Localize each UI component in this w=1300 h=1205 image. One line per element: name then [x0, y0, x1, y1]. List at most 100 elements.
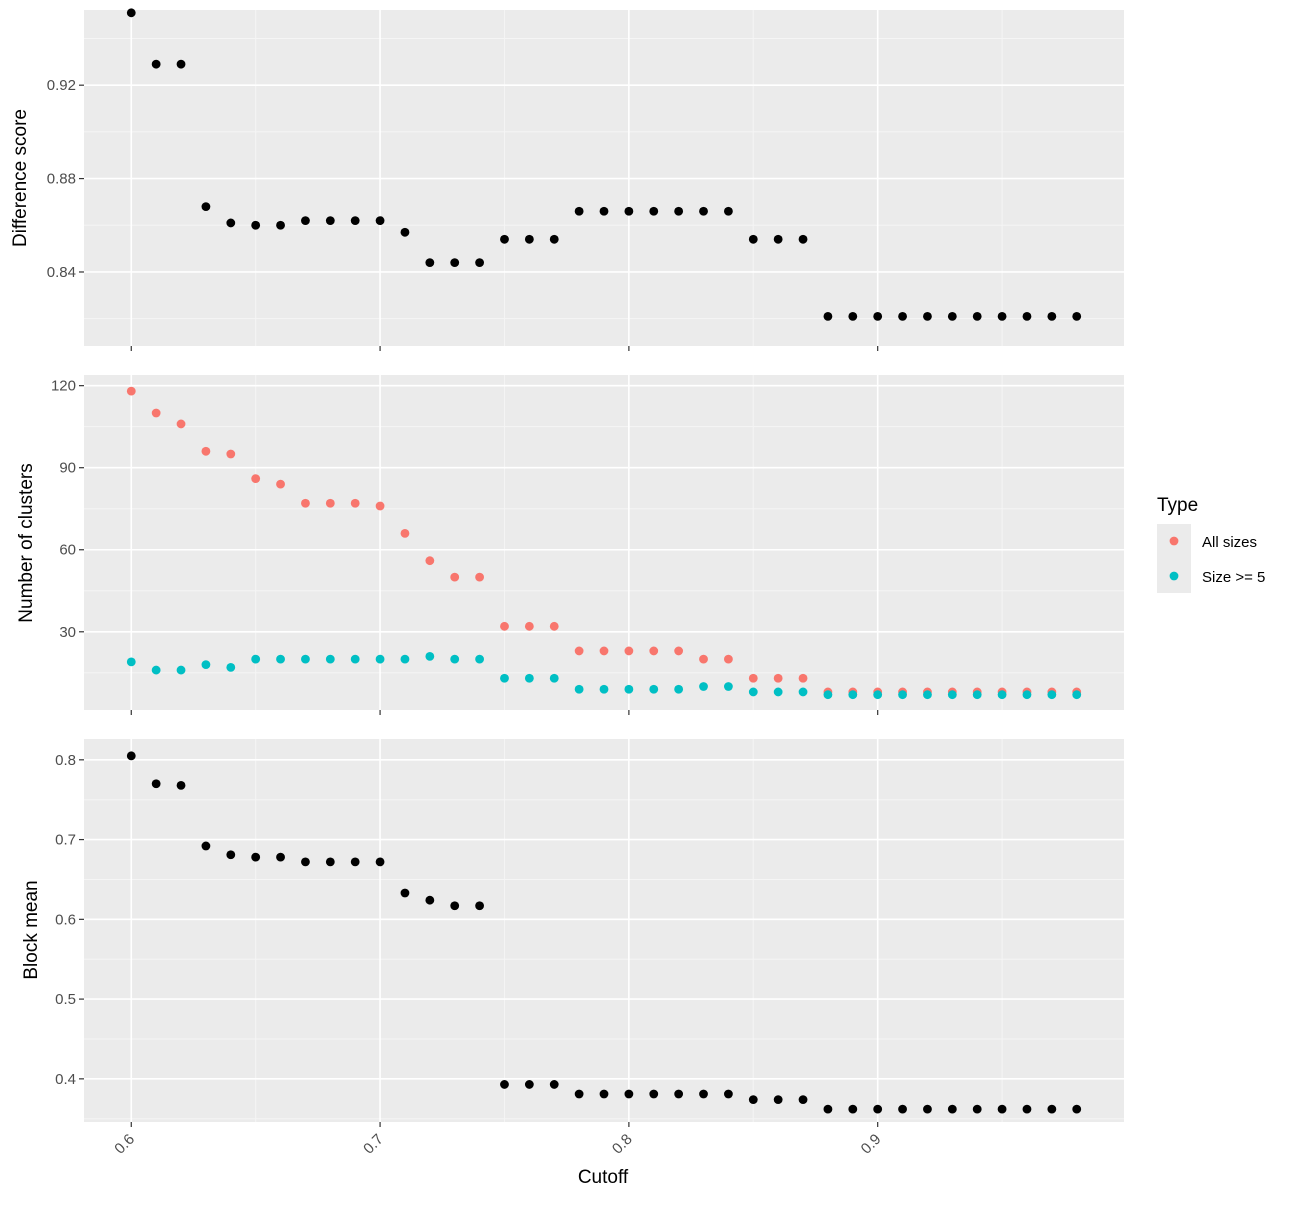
data-point — [350, 216, 360, 226]
data-point — [848, 1104, 858, 1114]
data-point — [425, 258, 435, 268]
data-point — [276, 220, 285, 230]
data-point — [176, 665, 186, 675]
legend-label: All sizes — [1202, 534, 1257, 551]
data-point — [1022, 1104, 1032, 1114]
data-point — [624, 684, 634, 694]
data-point — [475, 901, 484, 911]
data-point — [1047, 1104, 1057, 1114]
data-point — [599, 646, 609, 656]
y-tick-label: 0.8 — [55, 752, 76, 769]
data-point — [748, 673, 758, 683]
data-point — [798, 673, 808, 683]
data-point — [276, 654, 285, 664]
data-point — [649, 646, 659, 656]
data-point — [674, 646, 684, 656]
data-point — [947, 690, 957, 700]
data-point — [798, 1095, 808, 1104]
data-point — [450, 654, 460, 664]
x-axis-title: Cutoff — [578, 1167, 629, 1188]
data-point — [674, 1089, 684, 1099]
data-point — [649, 206, 659, 216]
data-point — [475, 572, 484, 582]
data-point — [574, 1089, 584, 1099]
data-point — [972, 311, 982, 321]
data-point — [325, 216, 335, 226]
legend-label: Size >= 5 — [1202, 569, 1265, 586]
data-point — [972, 690, 982, 700]
data-point — [226, 662, 236, 672]
data-point — [276, 852, 285, 862]
data-point — [649, 1089, 659, 1099]
data-point — [524, 621, 534, 631]
data-point — [947, 311, 957, 321]
difference-score-panel: 0.84 0.88 0.92 Difference score — [10, 8, 1124, 351]
data-point — [226, 218, 236, 228]
data-point — [151, 408, 161, 418]
data-point — [201, 202, 211, 212]
data-point — [574, 684, 584, 694]
data-point — [923, 690, 932, 700]
data-point — [848, 311, 858, 321]
data-point — [699, 1089, 708, 1099]
data-point — [549, 621, 559, 631]
data-point — [674, 206, 684, 216]
block-mean-panel: 0.4 0.5 0.6 0.7 0.8 Block mean — [21, 739, 1124, 1127]
data-point — [997, 1104, 1007, 1114]
data-point — [699, 206, 708, 216]
data-point — [898, 690, 907, 700]
data-point — [450, 258, 460, 268]
y-tick-label: 0.4 — [55, 1071, 76, 1088]
number-of-clusters-panel: 30 60 90 120 Number of clusters — [16, 375, 1124, 715]
data-point — [301, 654, 310, 664]
data-point — [475, 654, 484, 664]
legend-key — [1169, 571, 1179, 581]
data-point — [524, 673, 534, 683]
data-point — [1072, 690, 1082, 700]
data-point — [251, 220, 261, 230]
data-point — [201, 446, 211, 456]
data-point — [599, 206, 609, 216]
data-point — [450, 901, 460, 911]
data-point — [126, 386, 136, 396]
y-tick-label: 90 — [59, 460, 76, 477]
data-point — [823, 690, 833, 700]
y-tick-label: 0.6 — [55, 911, 76, 928]
data-point — [1047, 690, 1057, 700]
data-point — [699, 654, 708, 664]
data-point — [151, 59, 161, 69]
data-point — [1047, 311, 1057, 321]
data-point — [524, 1080, 534, 1089]
data-point — [724, 654, 733, 664]
legend-title: Type — [1157, 495, 1198, 516]
block-mean-y-axis-title: Block mean — [21, 880, 42, 979]
data-point — [898, 311, 907, 321]
data-point — [400, 227, 410, 237]
data-point — [798, 234, 808, 244]
data-point — [251, 474, 261, 484]
data-point — [823, 311, 833, 321]
data-point — [724, 682, 733, 691]
data-point — [151, 779, 161, 789]
data-point — [325, 857, 335, 867]
data-point — [350, 857, 360, 867]
data-point — [873, 690, 883, 700]
data-point — [126, 751, 136, 761]
data-point — [649, 684, 659, 694]
data-point — [1072, 1104, 1082, 1114]
y-tick-label: 0.92 — [47, 77, 76, 94]
data-point — [699, 682, 708, 691]
y-tick-label: 120 — [51, 378, 76, 395]
data-point — [549, 673, 559, 683]
data-point — [549, 1080, 559, 1089]
data-point — [425, 895, 435, 905]
data-point — [599, 684, 609, 694]
data-point — [176, 419, 186, 429]
legend-key — [1169, 536, 1179, 546]
data-point — [748, 687, 758, 697]
data-point — [226, 449, 236, 459]
data-point — [475, 258, 484, 268]
data-point — [325, 498, 335, 508]
data-point — [126, 657, 136, 667]
data-point — [997, 690, 1007, 700]
